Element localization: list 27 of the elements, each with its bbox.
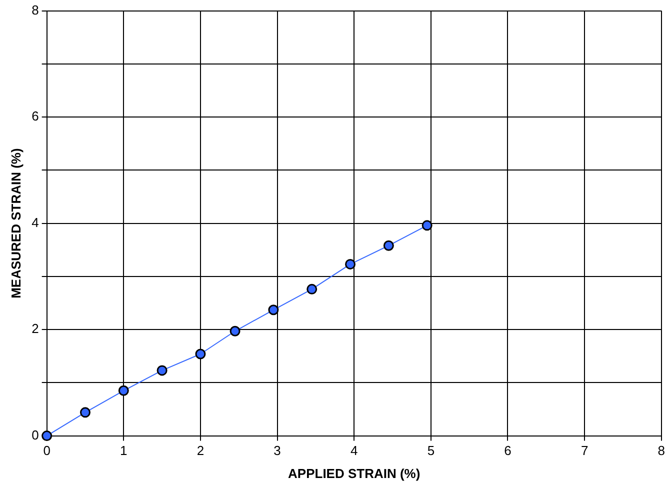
point [80, 407, 90, 418]
y-tick-label: 6 [32, 108, 39, 124]
point [383, 240, 394, 251]
point [42, 430, 52, 442]
x-tick-label: 4 [350, 443, 358, 458]
point [345, 258, 356, 270]
point [195, 348, 206, 360]
x-axis-title: APPLIED STRAIN (%) [288, 466, 420, 481]
y-tick-label: 8 [32, 2, 39, 18]
point [422, 220, 432, 231]
point [118, 385, 129, 396]
x-tick-label: 3 [274, 443, 281, 458]
point [230, 326, 240, 336]
y-tick-label: 0 [32, 427, 39, 442]
x-tick-label: 6 [504, 443, 512, 458]
x-tick-label: 5 [427, 443, 435, 458]
y-tick-label: 4 [32, 214, 39, 230]
y-axis-title: MEASURED STRAIN (%) [8, 148, 24, 298]
point [156, 365, 168, 376]
point [268, 304, 279, 316]
y-tick-label: 2 [32, 321, 39, 336]
x-tick-label: 0 [43, 443, 50, 458]
x-tick-label: 8 [658, 443, 665, 458]
x-tick-label: 1 [120, 443, 128, 458]
x-tick-label: 2 [196, 443, 204, 458]
x-tick-label: 7 [580, 443, 588, 458]
point [306, 284, 318, 294]
